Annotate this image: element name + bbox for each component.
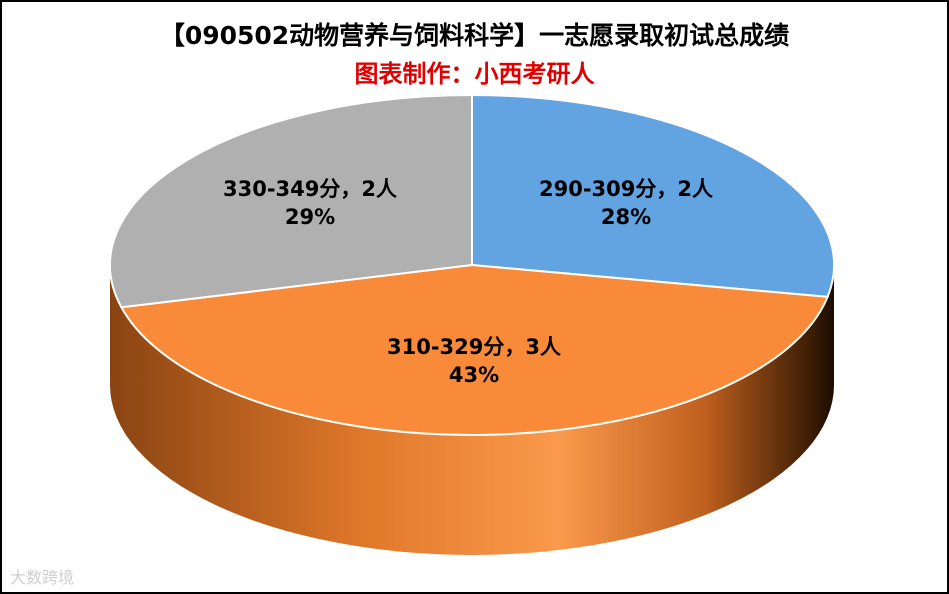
slice-percent-1: 28% <box>601 205 651 229</box>
slice-label-3: 330-349分，2人 <box>223 177 397 201</box>
slice-label-2: 310-329分，3人 <box>387 335 561 359</box>
chart-subtitle: 图表制作：小西考研人 <box>354 60 595 88</box>
pie-slice-3 <box>109 93 473 309</box>
pie-side-wall <box>110 265 834 555</box>
pie-slice-2 <box>119 263 830 437</box>
watermark-text: 大数跨境 <box>10 568 75 587</box>
slice-percent-2: 43% <box>449 363 499 387</box>
slice-percent-3: 29% <box>285 205 335 229</box>
slice-label-1: 290-309分，2人 <box>539 177 713 201</box>
pie-slice-1 <box>471 93 835 298</box>
chart-title: 【090502动物营养与饲料科学】一志愿录取初试总成绩 <box>159 21 790 50</box>
